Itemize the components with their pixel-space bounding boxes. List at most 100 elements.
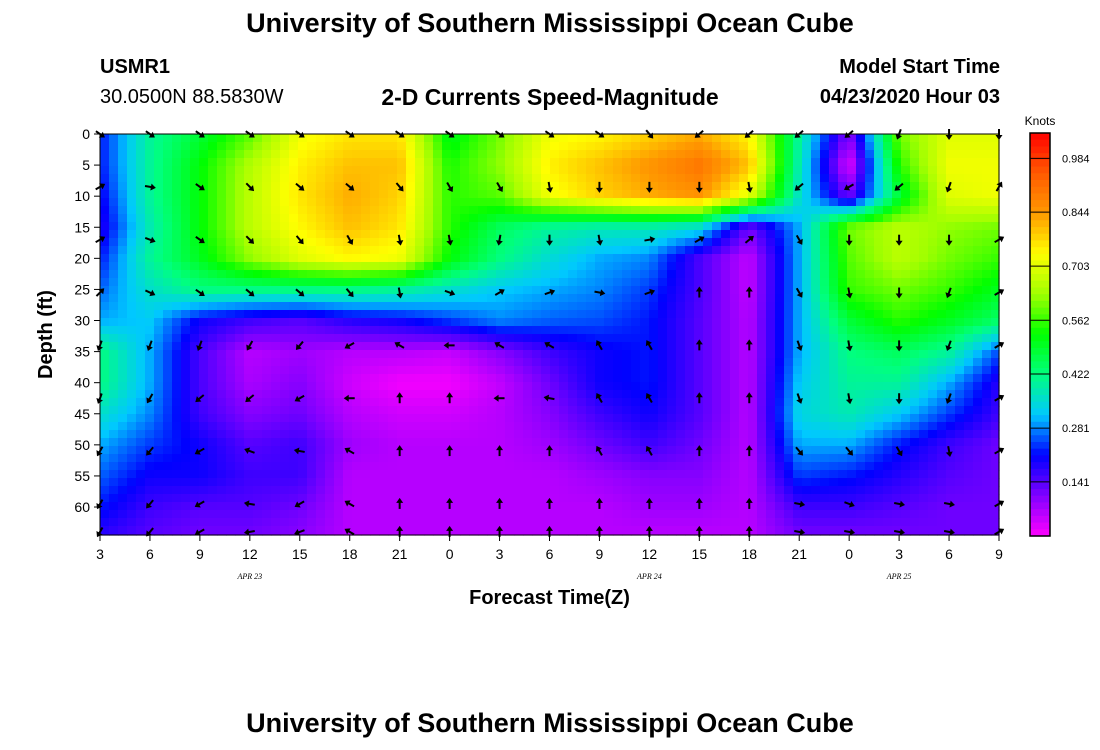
heat-cell — [865, 318, 875, 327]
heat-cell — [622, 414, 632, 423]
heat-cell — [874, 494, 884, 503]
heat-cell — [811, 278, 821, 287]
heat-cell — [235, 454, 245, 463]
heat-cell — [163, 438, 173, 447]
heat-cell — [712, 502, 722, 511]
heat-cell — [694, 462, 704, 471]
heat-cell — [361, 430, 371, 439]
heat-cell — [883, 398, 893, 407]
heat-cell — [154, 150, 164, 159]
heat-cell — [928, 222, 938, 231]
heat-cell — [325, 166, 335, 175]
heat-cell — [523, 174, 533, 183]
heat-cell — [370, 158, 380, 167]
heat-cell — [955, 454, 965, 463]
heat-cell — [226, 494, 236, 503]
heat-cell — [235, 510, 245, 519]
heat-cell — [820, 414, 830, 423]
heat-cell — [685, 518, 695, 527]
heat-cell — [307, 454, 317, 463]
heat-cell — [154, 166, 164, 175]
heat-cell — [577, 358, 587, 367]
heat-cell — [361, 166, 371, 175]
heat-cell — [487, 182, 497, 191]
heat-cell — [676, 422, 686, 431]
heat-cell — [784, 414, 794, 423]
heat-cell — [694, 358, 704, 367]
heat-cell — [739, 334, 749, 343]
heat-cell — [172, 518, 182, 527]
heat-cell — [775, 374, 785, 383]
heat-cell — [532, 318, 542, 327]
heat-cell — [883, 486, 893, 495]
heat-cell — [199, 470, 209, 479]
heat-cell — [532, 230, 542, 239]
heat-cell — [208, 422, 218, 431]
heat-cell — [739, 494, 749, 503]
heat-cell — [235, 206, 245, 215]
heat-cell — [406, 526, 416, 535]
heat-cell — [649, 358, 659, 367]
heat-cell — [307, 438, 317, 447]
heat-cell — [190, 374, 200, 383]
heat-cell — [712, 454, 722, 463]
heat-cell — [352, 222, 362, 231]
heat-cell — [523, 390, 533, 399]
heat-cell — [316, 182, 326, 191]
heat-cell — [964, 470, 974, 479]
heat-cell — [343, 478, 353, 487]
heat-cell — [505, 326, 515, 335]
heat-cell — [865, 502, 875, 511]
heat-cell — [478, 414, 488, 423]
heat-cell — [631, 238, 641, 247]
heat-cell — [811, 374, 821, 383]
heat-cell — [829, 470, 839, 479]
heat-cell — [100, 318, 110, 327]
heat-cell — [784, 182, 794, 191]
heat-cell — [424, 486, 434, 495]
heat-cell — [640, 446, 650, 455]
heat-cell — [910, 390, 920, 399]
heat-cell — [415, 358, 425, 367]
heat-cell — [532, 390, 542, 399]
heat-cell — [208, 254, 218, 263]
heat-cell — [298, 350, 308, 359]
heat-cell — [478, 174, 488, 183]
heat-cell — [739, 438, 749, 447]
heat-cell — [361, 310, 371, 319]
heat-cell — [118, 206, 128, 215]
heat-cell — [928, 374, 938, 383]
heat-cell — [973, 318, 983, 327]
heat-cell — [109, 334, 119, 343]
heat-cell — [460, 326, 470, 335]
heat-cell — [478, 286, 488, 295]
heat-cell — [676, 318, 686, 327]
heat-cell — [136, 486, 146, 495]
heat-cell — [154, 518, 164, 527]
heat-cell — [829, 286, 839, 295]
heat-cell — [442, 286, 452, 295]
heat-cell — [631, 470, 641, 479]
heat-cell — [415, 198, 425, 207]
heat-cell — [217, 158, 227, 167]
heat-cell — [667, 446, 677, 455]
heat-cell — [658, 374, 668, 383]
heat-cell — [298, 374, 308, 383]
heat-cell — [235, 310, 245, 319]
heat-cell — [667, 406, 677, 415]
heat-cell — [982, 150, 992, 159]
heat-cell — [937, 198, 947, 207]
heat-cell — [892, 510, 902, 519]
heat-cell — [487, 174, 497, 183]
heat-cell — [424, 478, 434, 487]
heat-cell — [136, 278, 146, 287]
heat-cell — [622, 174, 632, 183]
heat-cell — [190, 526, 200, 535]
heat-cell — [469, 238, 479, 247]
heat-cell — [685, 230, 695, 239]
heat-cell — [316, 398, 326, 407]
heat-cell — [577, 526, 587, 535]
heat-cell — [154, 270, 164, 279]
heat-cell — [901, 206, 911, 215]
heat-cell — [199, 278, 209, 287]
